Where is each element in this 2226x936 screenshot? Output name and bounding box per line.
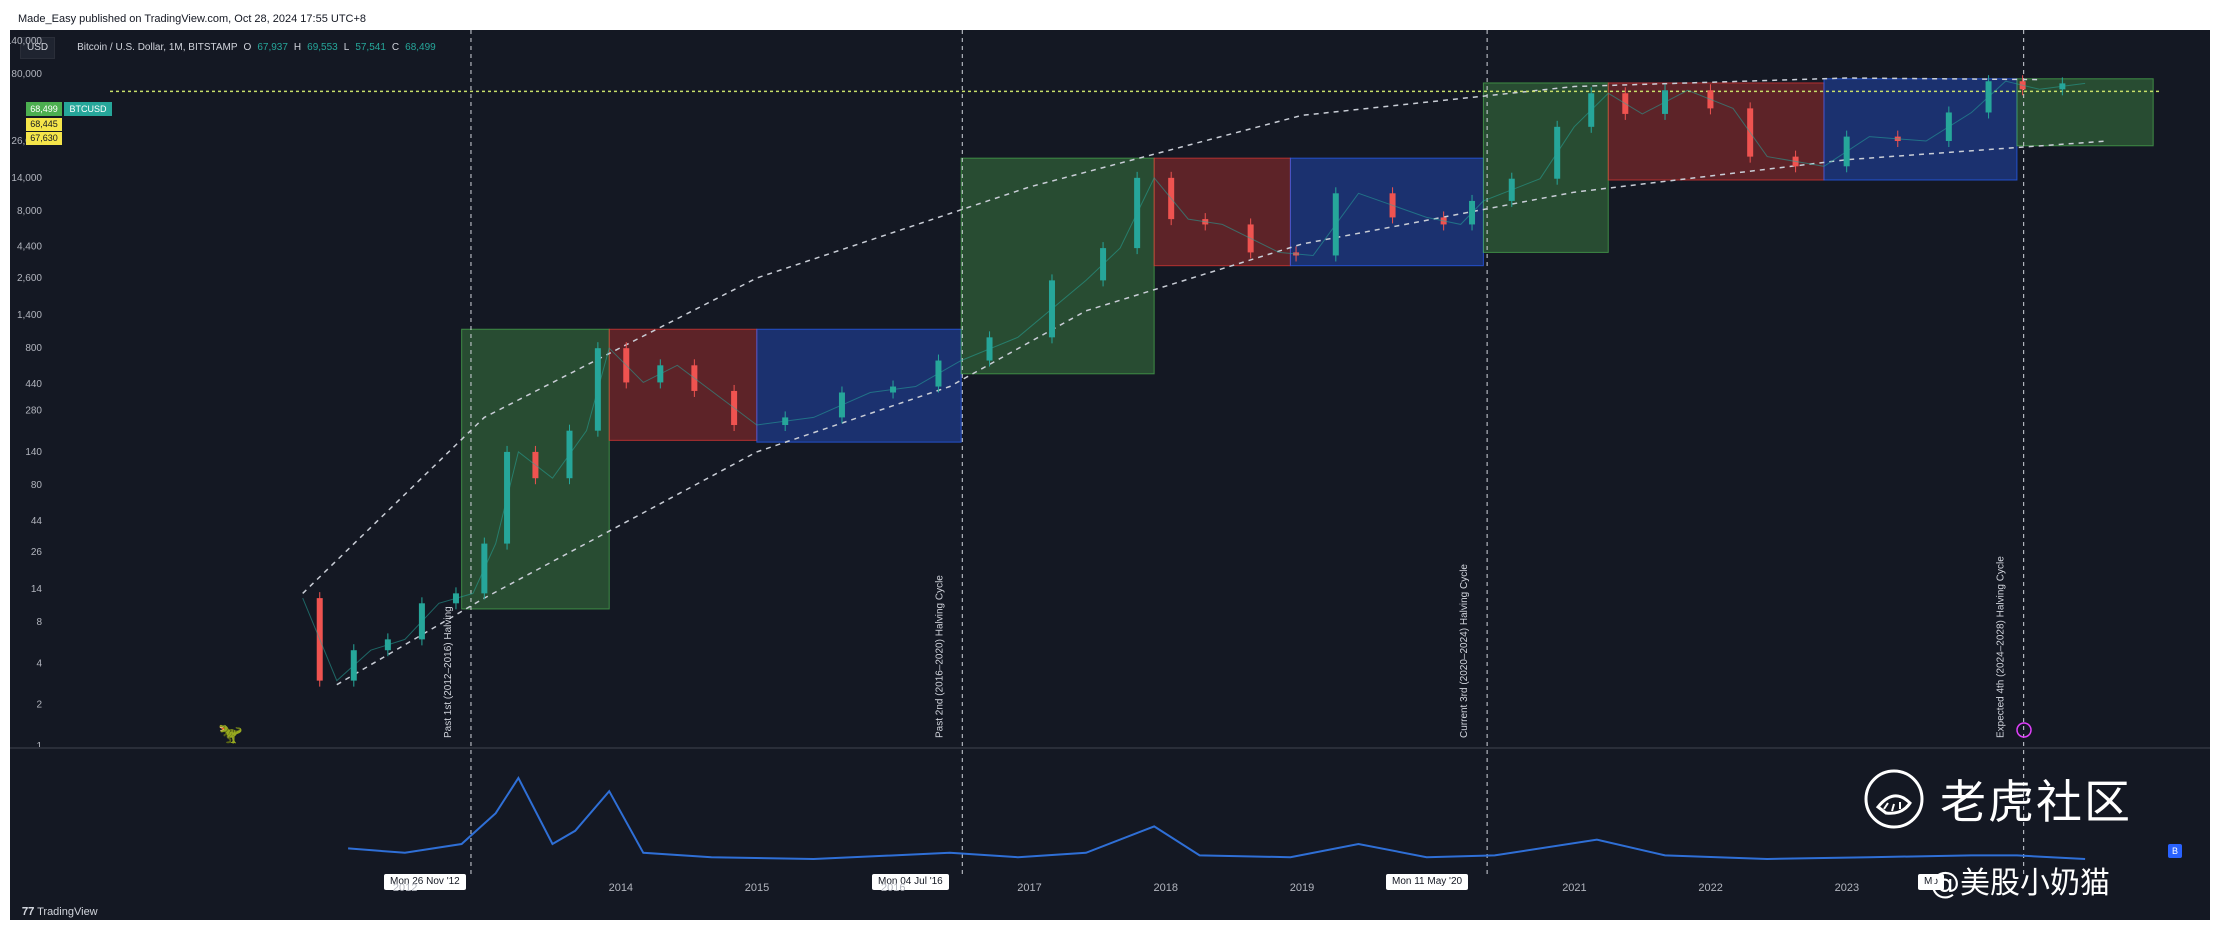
open-value: 67,937 <box>257 42 288 53</box>
tv-icon: 𝟕𝟕 <box>22 906 35 918</box>
price-series <box>302 75 2086 687</box>
last-price-tag: 68,499 <box>26 102 62 116</box>
x-tick-label: 2019 <box>1289 882 1315 894</box>
x-tick-label: 2012 <box>392 882 418 894</box>
tv-logo-text: TradingView <box>37 906 98 918</box>
cycle-box-blue <box>1823 78 2018 181</box>
symbol-title: Bitcoin / U.S. Dollar, 1M, BITSTAMP <box>77 42 238 53</box>
arc-curve <box>336 140 2108 686</box>
y-tick-label: 280 <box>25 406 42 417</box>
ticker-tag: BTCUSD <box>64 102 112 116</box>
close-value: 68,499 <box>405 42 436 53</box>
cycle-box-green <box>960 157 1155 375</box>
price-tag-yellow-2: 67,630 <box>26 132 62 145</box>
x-tick-label: 2016 <box>881 882 906 894</box>
y-tick-label: 14,000 <box>11 173 42 184</box>
oscillator-pane <box>348 776 2086 861</box>
x-tick-label: 2018 <box>1153 882 1178 894</box>
cycle-box-red <box>1153 157 1291 267</box>
y-tick-label: 140,000 <box>10 36 42 47</box>
cycle-labels: Past 1st (2012–2016) Halving Past 2nd (20… <box>443 556 2007 738</box>
watermark: 老虎社区 <box>1862 766 2132 832</box>
y-tick-label: 4,400 <box>17 242 42 253</box>
date-chip-3: Mon 11 May '20 <box>1386 874 1469 890</box>
y-tick-label: 44 <box>31 516 43 527</box>
symbol-bar: USD Bitcoin / U.S. Dollar, 1M, BITSTAMP … <box>20 37 436 59</box>
y-tick-label: 14 <box>31 584 43 595</box>
price-line <box>302 80 2086 682</box>
y-tick-label: 4 <box>36 658 42 669</box>
date-chip-2: Mon 04 Jul '16 <box>872 874 949 890</box>
publish-line: Made_Easy published on TradingView.com, … <box>10 8 2210 30</box>
author-credit: @美股小奶猫 <box>1930 866 2110 901</box>
currency-button[interactable]: USD <box>20 37 56 59</box>
y-tick-label: 8 <box>36 617 42 628</box>
y-tick-label: 80,000 <box>11 69 42 80</box>
low-label: L <box>343 42 350 53</box>
cycle-box-red <box>1607 82 1825 181</box>
y-tick-label: 80 <box>31 480 43 491</box>
chart-frame: Made_Easy published on TradingView.com, … <box>10 8 2210 920</box>
price-chart[interactable]: 1 2 4 8 14 26 44 80 140 280 440 800 1,400 2,600 4,400 8… <box>10 8 2210 920</box>
oscillator-line <box>348 776 2086 861</box>
x-tick-label: 2014 <box>608 882 634 894</box>
cycle-label: Past 2nd (2016–2020) Halving Cycle <box>934 575 945 738</box>
oscillator-badge: B <box>2168 844 2182 858</box>
high-label: H <box>293 42 302 53</box>
cycle-label: Current 3rd (2020–2024) Halving Cycle <box>1459 564 1470 738</box>
arc-curve <box>302 77 2040 594</box>
cycle-box-green <box>2016 78 2154 147</box>
price-tag-yellow-1: 68,445 <box>26 118 62 131</box>
y-tick-label: 1 <box>36 741 42 752</box>
watermark-text: 老虎社区 <box>1940 775 2132 829</box>
y-tick-label: 140 <box>25 447 42 458</box>
y-tick-label: 26 <box>31 547 43 558</box>
cycle-box-blue <box>756 328 962 443</box>
cycle-boxes <box>461 78 2154 610</box>
y-tick-label: 800 <box>25 343 42 354</box>
y-tick-label: 8,000 <box>17 206 42 217</box>
x-tick-label: 2017 <box>1017 882 1042 894</box>
low-value: 57,541 <box>355 42 386 53</box>
high-value: 69,553 <box>307 42 338 53</box>
arc-curves <box>302 77 2108 686</box>
x-tick-label: 2015 <box>744 882 770 894</box>
cycle-box-green <box>1482 82 1609 253</box>
x-tick-label: 2023 <box>1834 882 1860 894</box>
cycle-box-blue <box>1289 157 1484 267</box>
alert-icon <box>2016 722 2032 738</box>
x-tick-label: 2021 <box>1562 882 1587 894</box>
tradingview-logo[interactable]: 𝟕𝟕 TradingView <box>22 906 98 919</box>
cycle-label: Past 1st (2012–2016) Halving <box>443 606 454 738</box>
y-tick-label: 440 <box>25 379 42 390</box>
tiger-logo-icon <box>1864 769 1924 829</box>
y-tick-label: 2,600 <box>17 273 42 284</box>
close-label: C <box>391 42 400 53</box>
cycle-label: Expected 4th (2024–2028) Halving Cycle <box>1996 556 2007 738</box>
date-chip-4: Mo <box>1918 874 1944 890</box>
open-label: O <box>243 42 252 53</box>
y-tick-label: 2 <box>36 700 42 711</box>
x-tick-label: 2022 <box>1698 882 1723 894</box>
date-chip-1: Mon 26 Nov '12 <box>384 874 466 890</box>
dino-icon: 🦖 <box>218 723 243 745</box>
y-tick-label: 1,400 <box>17 310 42 321</box>
